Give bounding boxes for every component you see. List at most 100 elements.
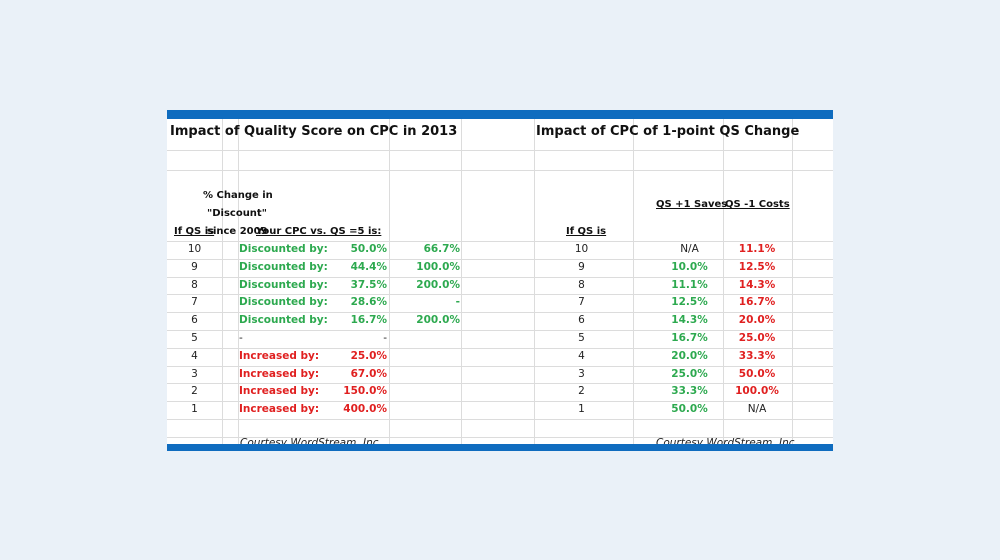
left-cpc-value: 150.0% — [343, 385, 387, 398]
grid-column-line — [792, 119, 793, 444]
grid-row-line — [167, 330, 833, 331]
grid-column-line — [222, 119, 223, 444]
grid-column-line — [389, 119, 390, 444]
right-qs-value: 7 — [578, 296, 585, 309]
grid-row-line — [167, 436, 833, 438]
right-courtesy: Courtesy WordStream, Inc. — [656, 437, 798, 449]
left-change-header-line1: % Change in — [203, 190, 273, 201]
left-change-value: - — [455, 296, 460, 309]
right-costs-value: 20.0% — [738, 314, 776, 327]
right-costs-value: N/A — [747, 403, 767, 416]
left-change-header-line2: "Discount" — [207, 208, 267, 219]
grid-row-line — [167, 419, 833, 420]
grid-row-line — [167, 258, 833, 260]
left-change-value — [392, 366, 460, 383]
right-qs-value: 6 — [578, 314, 585, 327]
right-saves-value: 14.3% — [671, 314, 708, 327]
left-cpc-label: - — [239, 332, 243, 344]
left-cpc-label: Discounted by: — [239, 314, 328, 327]
left-qs-value: 3 — [191, 367, 198, 380]
grid-row-line — [167, 383, 833, 385]
left-change-header-line3: since 2009 — [207, 226, 268, 237]
grid-column-line — [461, 119, 462, 444]
left-qs-value: 7 — [191, 296, 198, 309]
right-saves-value: 16.7% — [671, 332, 708, 344]
left-cpc-value: 44.4% — [350, 260, 387, 273]
left-change-value — [392, 330, 460, 347]
left-cpc-value: 28.6% — [350, 296, 387, 309]
right-saves-value: 33.3% — [671, 385, 708, 398]
right-saves-value: 25.0% — [671, 367, 708, 380]
left-qs-value: 10 — [187, 243, 202, 255]
right-qs-header: If QS is — [566, 226, 607, 237]
grid-row-line — [167, 312, 833, 314]
left-cpc-value: 400.0% — [343, 403, 387, 416]
left-courtesy: Courtesy WordStream, Inc. — [240, 437, 382, 449]
right-qs-value: 1 — [578, 403, 585, 416]
grid-row-line — [167, 150, 833, 151]
left-change-value: 66.7% — [423, 243, 460, 255]
right-saves-value: 12.5% — [671, 296, 708, 309]
left-cpc-value: 16.7% — [350, 314, 387, 327]
left-change-value — [392, 401, 460, 418]
left-qs-value: 9 — [191, 260, 198, 273]
left-cpc-value: - — [383, 332, 387, 344]
right-qs-value: 10 — [574, 243, 589, 255]
right-costs-value: 50.0% — [738, 367, 776, 380]
right-qs-value: 4 — [578, 349, 585, 362]
left-qs-header: If QS is — [174, 226, 215, 237]
grid-row-line — [167, 241, 833, 242]
right-costs-value: 25.0% — [738, 332, 776, 344]
grid-row-line — [167, 401, 833, 403]
grid-column-line — [633, 119, 634, 444]
left-qs-value: 4 — [191, 349, 198, 362]
right-saves-value: 10.0% — [671, 260, 708, 273]
left-cpc-value: 50.0% — [350, 243, 387, 255]
right-costs-value: 11.1% — [738, 243, 776, 255]
right-saves-value: 50.0% — [671, 403, 708, 416]
right-costs-value: 33.3% — [738, 349, 776, 362]
right-table-title: Impact of CPC of 1-point QS Change — [536, 124, 800, 139]
grid-row-line — [167, 170, 833, 171]
right-qs-value: 5 — [578, 332, 585, 344]
left-qs-value: 1 — [191, 403, 198, 416]
grid-column-line — [534, 119, 535, 444]
left-cpc-value: 67.0% — [350, 367, 387, 380]
right-costs-value: 14.3% — [738, 278, 776, 291]
left-change-value: 100.0% — [416, 260, 460, 273]
left-cpc-value: 25.0% — [350, 349, 387, 362]
right-qs-value: 9 — [578, 260, 585, 273]
right-qs-value: 2 — [578, 385, 585, 398]
right-qs-value: 3 — [578, 367, 585, 380]
right-saves-value: N/A — [680, 243, 699, 255]
left-table-title: Impact of Quality Score on CPC in 2013 — [170, 124, 458, 139]
left-cpc-label: Discounted by: — [239, 260, 328, 273]
grid-column-line — [238, 119, 239, 444]
grid-row-line — [167, 276, 833, 278]
left-change-value — [392, 348, 460, 365]
right-costs-value: 12.5% — [738, 260, 776, 273]
left-cpc-header: Your CPC vs. QS =5 is: — [256, 226, 382, 237]
left-change-value: 200.0% — [416, 278, 460, 291]
right-saves-value: 11.1% — [671, 278, 708, 291]
left-cpc-value: 37.5% — [350, 278, 387, 291]
left-cpc-label: Increased by: — [239, 367, 320, 380]
grid-column-line — [723, 119, 724, 444]
spreadsheet: Impact of Quality Score on CPC in 2013 I… — [167, 110, 833, 451]
left-qs-value: 6 — [191, 314, 198, 327]
grid-row-line — [167, 347, 833, 349]
left-qs-value: 8 — [191, 278, 198, 291]
right-costs-header: QS -1 Costs — [725, 199, 790, 210]
left-qs-value: 2 — [191, 385, 198, 398]
left-cpc-label: Discounted by: — [239, 278, 328, 291]
left-change-value — [392, 383, 460, 400]
cell-grid — [167, 119, 833, 444]
left-change-value: 200.0% — [416, 314, 460, 327]
left-cpc-label: Increased by: — [239, 349, 320, 362]
right-costs-value: 16.7% — [738, 296, 776, 309]
left-cpc-label: Discounted by: — [239, 296, 328, 309]
left-cpc-label: Discounted by: — [239, 243, 328, 255]
grid-row-line — [167, 294, 833, 296]
left-cpc-label: Increased by: — [239, 403, 320, 416]
grid-row-line — [167, 365, 833, 367]
